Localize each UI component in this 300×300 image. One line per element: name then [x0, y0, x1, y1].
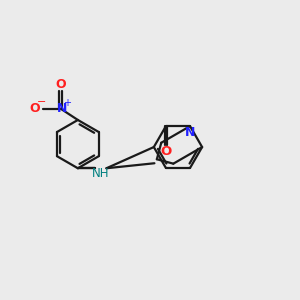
Text: O: O	[30, 102, 40, 115]
Text: NH: NH	[92, 167, 109, 180]
Text: +: +	[63, 98, 71, 109]
Text: O: O	[160, 145, 172, 158]
Text: N: N	[185, 126, 195, 139]
Text: −: −	[37, 97, 46, 107]
Text: N: N	[57, 102, 67, 115]
Text: O: O	[56, 78, 66, 91]
